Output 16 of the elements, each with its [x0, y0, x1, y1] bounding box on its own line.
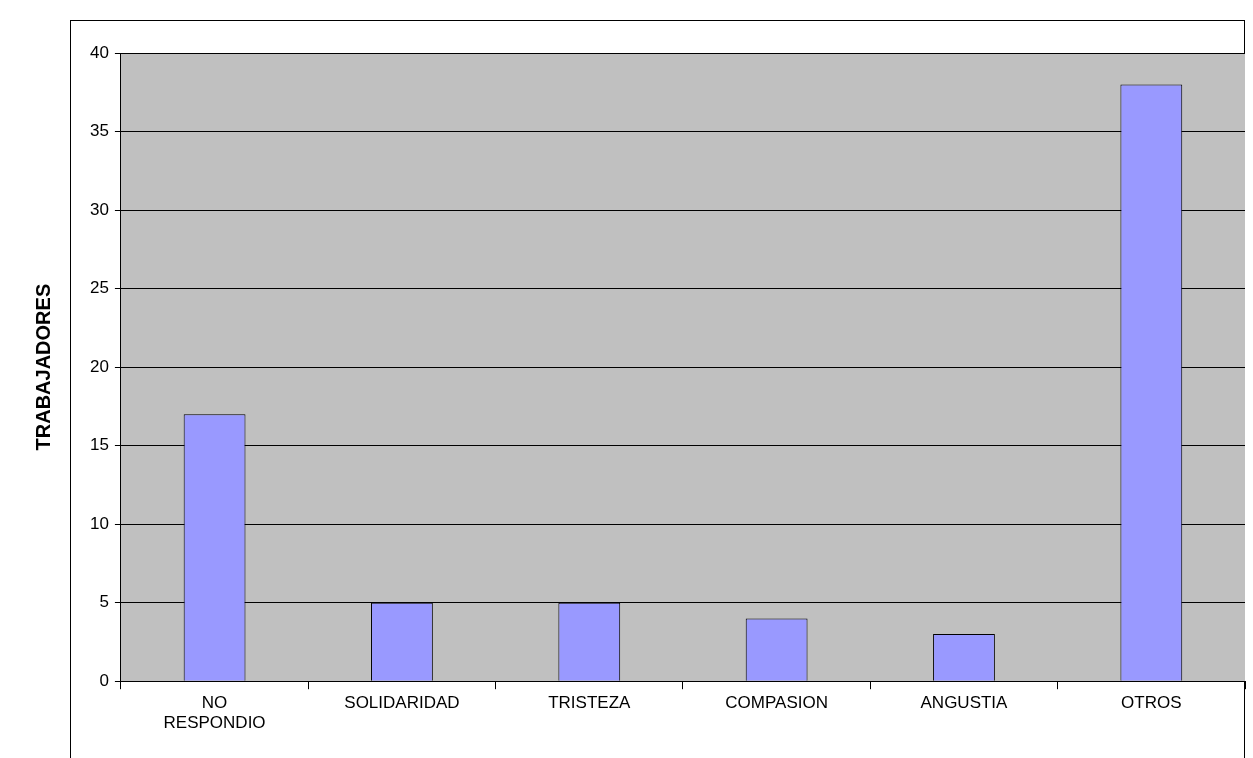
y-axis-title: TRABAJADORES: [31, 283, 54, 451]
y-tick-label: 25: [89, 278, 109, 298]
y-tick-label: 10: [89, 513, 109, 533]
x-tick-label: COMPASION: [725, 693, 828, 713]
x-tick-label: NO RESPONDIO: [163, 693, 266, 733]
y-tick-label: 30: [89, 199, 109, 219]
y-tick-label: 5: [99, 592, 109, 612]
x-tick-label: ANGUSTIA: [920, 693, 1009, 713]
x-tick-label: SOLIDARIDAD: [344, 693, 460, 713]
y-tick-label: 35: [89, 121, 109, 141]
x-tick-label: OTROS: [1121, 693, 1182, 713]
y-tick-label: 15: [89, 435, 109, 455]
y-tick-label: 40: [89, 42, 109, 62]
y-tick-label: 20: [89, 356, 109, 376]
x-tick-label: TRISTEZA: [548, 693, 632, 713]
y-tick-label: 0: [99, 670, 109, 690]
